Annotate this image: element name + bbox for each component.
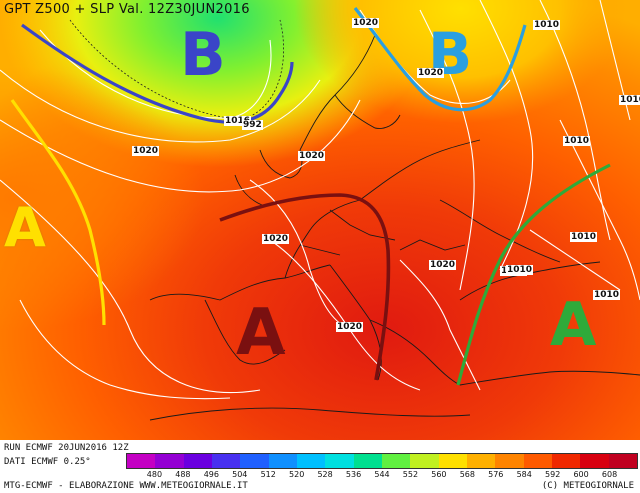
- isobar-label: 1020: [417, 68, 445, 78]
- scale-swatch: [268, 454, 297, 468]
- high-east-axis: [456, 163, 611, 386]
- scale-swatch: [551, 454, 581, 468]
- scale-swatch: [211, 454, 241, 468]
- low-north-label: B: [180, 20, 226, 90]
- weather-map: [0, 0, 640, 440]
- high-east-label: A: [550, 290, 597, 360]
- scale-tick-label: 592: [545, 470, 561, 479]
- scale-tick-label: 496: [203, 470, 219, 479]
- low-north-axis: [21, 23, 294, 124]
- isobar-label: 1010: [570, 232, 598, 242]
- run-info: RUN ECMWF 20JUN2016 12Z: [4, 443, 129, 453]
- scale-tick-label: 520: [289, 470, 305, 479]
- isobar-label: 1020: [336, 322, 364, 332]
- isobar-label: 1010: [593, 290, 621, 300]
- scale-tick-label: 488: [175, 470, 191, 479]
- scale-swatch: [127, 454, 156, 468]
- scale-tick-label: 536: [345, 470, 362, 479]
- isobar-label: 1020: [429, 260, 457, 270]
- color-scale-ticks: 480 488 496 504 512 520 528 536 544 552 560 568 576 5…: [126, 470, 638, 480]
- scale-tick-label: 552: [402, 470, 419, 479]
- isobar-label: 992: [242, 120, 263, 130]
- scale-swatch: [296, 454, 326, 468]
- scale-swatch: [381, 454, 411, 468]
- scale-swatch: [353, 454, 382, 468]
- data-info: DATI ECMWF 0.25°: [4, 457, 91, 467]
- credits-right: (C) METEOGIORNALE: [541, 481, 634, 491]
- high-central-label: A: [236, 296, 286, 370]
- isobar-label: 1010: [619, 95, 640, 105]
- scale-tick-label: 576: [488, 470, 504, 479]
- scale-tick-label: 600: [573, 470, 589, 479]
- high-west-label: A: [4, 196, 46, 259]
- isobar-label: 1020: [352, 18, 380, 28]
- scale-swatch: [523, 454, 552, 468]
- scale-tick-label: 528: [317, 470, 333, 479]
- scale-tick-label: 512: [260, 470, 276, 479]
- scale-tick-label: 568: [459, 470, 475, 479]
- west-field: [0, 0, 640, 440]
- isobar-label: 1020: [298, 151, 326, 161]
- isobar-label: 1010: [563, 136, 591, 146]
- scale-swatch: [183, 454, 212, 468]
- scale-tick-label: 608: [601, 470, 618, 479]
- isobar-label: 1010: [506, 265, 534, 275]
- isobar-label: 1020: [262, 234, 290, 244]
- scale-swatch: [155, 454, 184, 468]
- scale-swatch: [608, 454, 637, 468]
- scale-swatch: [438, 454, 467, 468]
- scale-tick-label: 544: [374, 470, 390, 479]
- high-central-axis: [219, 193, 391, 381]
- scale-swatch: [325, 454, 354, 468]
- scale-tick-label: 560: [431, 470, 447, 479]
- scale-swatch: [580, 454, 609, 468]
- color-scale-bar: [126, 453, 638, 469]
- isobar-label: 1016: [224, 116, 252, 126]
- scale-tick-label: 504: [232, 470, 248, 479]
- low-northeast-axis: [353, 7, 527, 112]
- scale-swatch: [495, 454, 524, 468]
- map-title: GPT Z500 + SLP Val. 12Z30JUN2016: [4, 2, 250, 17]
- scale-swatch: [240, 454, 269, 468]
- credits-left: MTG-ECMWF - ELABORAZIONE WWW.METEOGIORNA…: [4, 481, 248, 491]
- scale-swatch: [410, 454, 439, 468]
- scale-tick-label: 584: [516, 470, 532, 479]
- high-west-axis: [10, 99, 106, 326]
- isobar-label: 1020: [132, 146, 160, 156]
- isobar-label: 1010: [533, 20, 561, 30]
- coastlines: [149, 34, 640, 421]
- scale-tick-label: 480: [146, 470, 163, 479]
- scale-swatch: [466, 454, 496, 468]
